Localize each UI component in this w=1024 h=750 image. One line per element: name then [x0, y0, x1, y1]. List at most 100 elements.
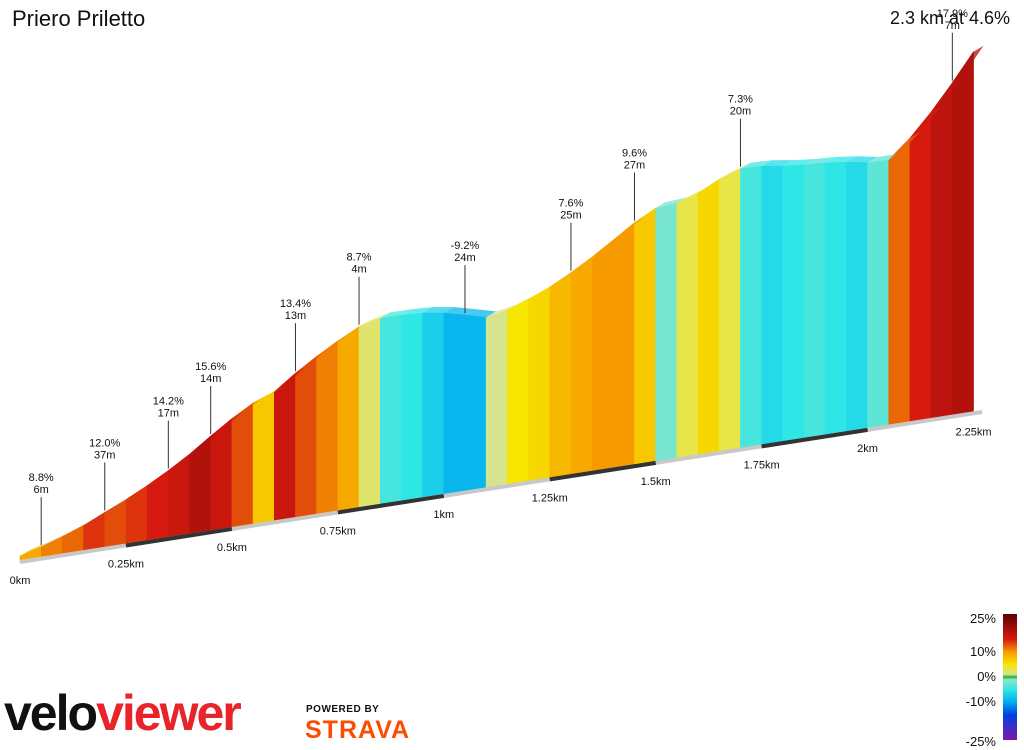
- profile-ribbon-segment: [931, 76, 963, 112]
- profile-ribbon-segment: [486, 304, 518, 318]
- segment-title: Priero Priletto: [12, 6, 146, 31]
- annotation-length: 13m: [285, 310, 306, 322]
- profile-segment: [273, 372, 296, 523]
- gradient-annotations: 8.8%6m 12.0%37m 14.2%17m 15.6%14m 13.4%13m 8.…: [29, 8, 968, 546]
- annotation-gradient: 14.2%: [153, 396, 184, 408]
- profile-segment: [104, 499, 127, 550]
- profile-ribbon-segment: [719, 162, 751, 180]
- legend-label: 25%: [969, 611, 996, 626]
- profile-segment: [655, 202, 678, 464]
- profile-ribbon-segment: [316, 334, 348, 357]
- distance-axis: 0km 0.25km 0.5km 0.75km 1km 1.25km 1.5km 1.75km…: [10, 410, 992, 587]
- profile-segment: [83, 511, 106, 553]
- distance-tick-label: 2.25km: [955, 426, 991, 438]
- legend-label: 0%: [977, 669, 996, 684]
- profile-segment: [485, 309, 508, 490]
- annotation-length: 7m: [945, 20, 960, 32]
- axis-band: [125, 526, 233, 548]
- profile-segment: [295, 355, 317, 520]
- profile-ribbon-segment: [952, 45, 984, 83]
- profile-ribbon-segment: [422, 307, 454, 314]
- veloviewer-logo[interactable]: veloviewer: [4, 685, 242, 741]
- profile-segment: [189, 435, 212, 536]
- annotation-gradient: -9.2%: [451, 240, 480, 252]
- profile-ribbon-segment: [570, 250, 603, 273]
- profile-segment: [316, 340, 339, 517]
- annotation-gradient: 8.8%: [29, 472, 54, 484]
- profile-segment: [422, 312, 445, 500]
- profile-segment: [168, 453, 190, 540]
- profile-segment: [379, 314, 402, 507]
- profile-segment: [231, 402, 254, 530]
- profile-ribbon-segment: [592, 233, 624, 257]
- profile-ribbon-segment: [507, 293, 539, 311]
- profile-segment: [549, 272, 572, 480]
- annotation-gradient: 17.9%: [937, 8, 968, 20]
- annotation-gradient: 7.6%: [558, 198, 583, 210]
- profile-ribbon-segment: [909, 105, 942, 139]
- profile-ribbon-segment: [210, 412, 242, 436]
- annotation-gradient: 15.6%: [195, 361, 226, 373]
- annotation-gradient: 7.3%: [728, 94, 753, 106]
- profile-ribbon-segment: [147, 464, 179, 486]
- profile-ribbon-segment: [380, 309, 412, 319]
- strava-logo[interactable]: STRAVA: [305, 716, 411, 744]
- profile-ribbon-segment: [782, 159, 815, 167]
- profile-ribbon-segment: [62, 519, 94, 537]
- profile-segment: [634, 207, 656, 467]
- profile-ribbon-segment: [189, 429, 221, 455]
- profile-segment: [443, 312, 466, 497]
- profile-ribbon-segment: [231, 397, 264, 419]
- annotation-length: 6m: [34, 484, 49, 496]
- axis-band: [761, 427, 868, 449]
- profile-segment: [718, 168, 741, 454]
- distance-tick-label: 0.5km: [217, 542, 247, 554]
- annotation-gradient: 13.4%: [280, 298, 311, 310]
- profile-segment: [846, 161, 868, 434]
- annotation-gradient: 12.0%: [89, 437, 120, 449]
- profile-segment: [613, 221, 635, 470]
- annotation-length: 4m: [351, 264, 366, 276]
- annotation-length: 17m: [158, 408, 179, 420]
- distance-tick-label: 1.75km: [744, 459, 780, 471]
- profile-ribbon-segment: [104, 493, 136, 513]
- profile-ribbon-segment: [20, 541, 52, 556]
- distance-tick-label: 0km: [10, 575, 31, 587]
- annotation-gradient: 9.6%: [622, 148, 647, 160]
- profile-segment: [528, 286, 551, 484]
- axis-band: [549, 460, 656, 482]
- profile-segment: [337, 326, 360, 513]
- legend-label: 10%: [969, 644, 996, 659]
- legend-label: -10%: [965, 694, 996, 709]
- profile-segment: [507, 298, 529, 487]
- profile-segment: [697, 178, 720, 457]
- profile-ribbon-segment: [168, 448, 200, 471]
- profile-segment: [125, 485, 148, 546]
- profile-segment: [464, 314, 487, 493]
- profile-segment: [252, 391, 275, 527]
- profile-segment: [824, 161, 847, 437]
- profile-segment: [782, 164, 805, 444]
- profile-segment: [401, 312, 423, 503]
- distance-tick-label: 2km: [857, 443, 878, 455]
- gradient-legend-bar: [1003, 614, 1017, 740]
- powered-by-label: POWERED BY: [306, 704, 380, 715]
- distance-tick-label: 0.25km: [108, 558, 144, 570]
- profile-ribbon-segment: [676, 187, 709, 204]
- annotation-length: 37m: [94, 449, 115, 461]
- annotation-length: 25m: [560, 210, 581, 222]
- profile-segment: [740, 165, 762, 451]
- profile-segment: [570, 256, 593, 477]
- profile-ribbon-segment: [804, 156, 836, 166]
- annotation-length: 27m: [624, 160, 645, 172]
- profile-ribbon-segment: [655, 197, 687, 209]
- profile-ribbon-segment: [295, 350, 327, 374]
- profile-segment: [867, 159, 890, 431]
- annotation-length: 20m: [730, 106, 751, 118]
- profile-segment: [591, 239, 614, 474]
- profile-ribbon-segment: [846, 156, 878, 163]
- axis-band: [337, 493, 445, 515]
- profile-fill: [19, 50, 974, 563]
- profile-ribbon-segment: [867, 153, 899, 163]
- profile-segment: [952, 50, 974, 417]
